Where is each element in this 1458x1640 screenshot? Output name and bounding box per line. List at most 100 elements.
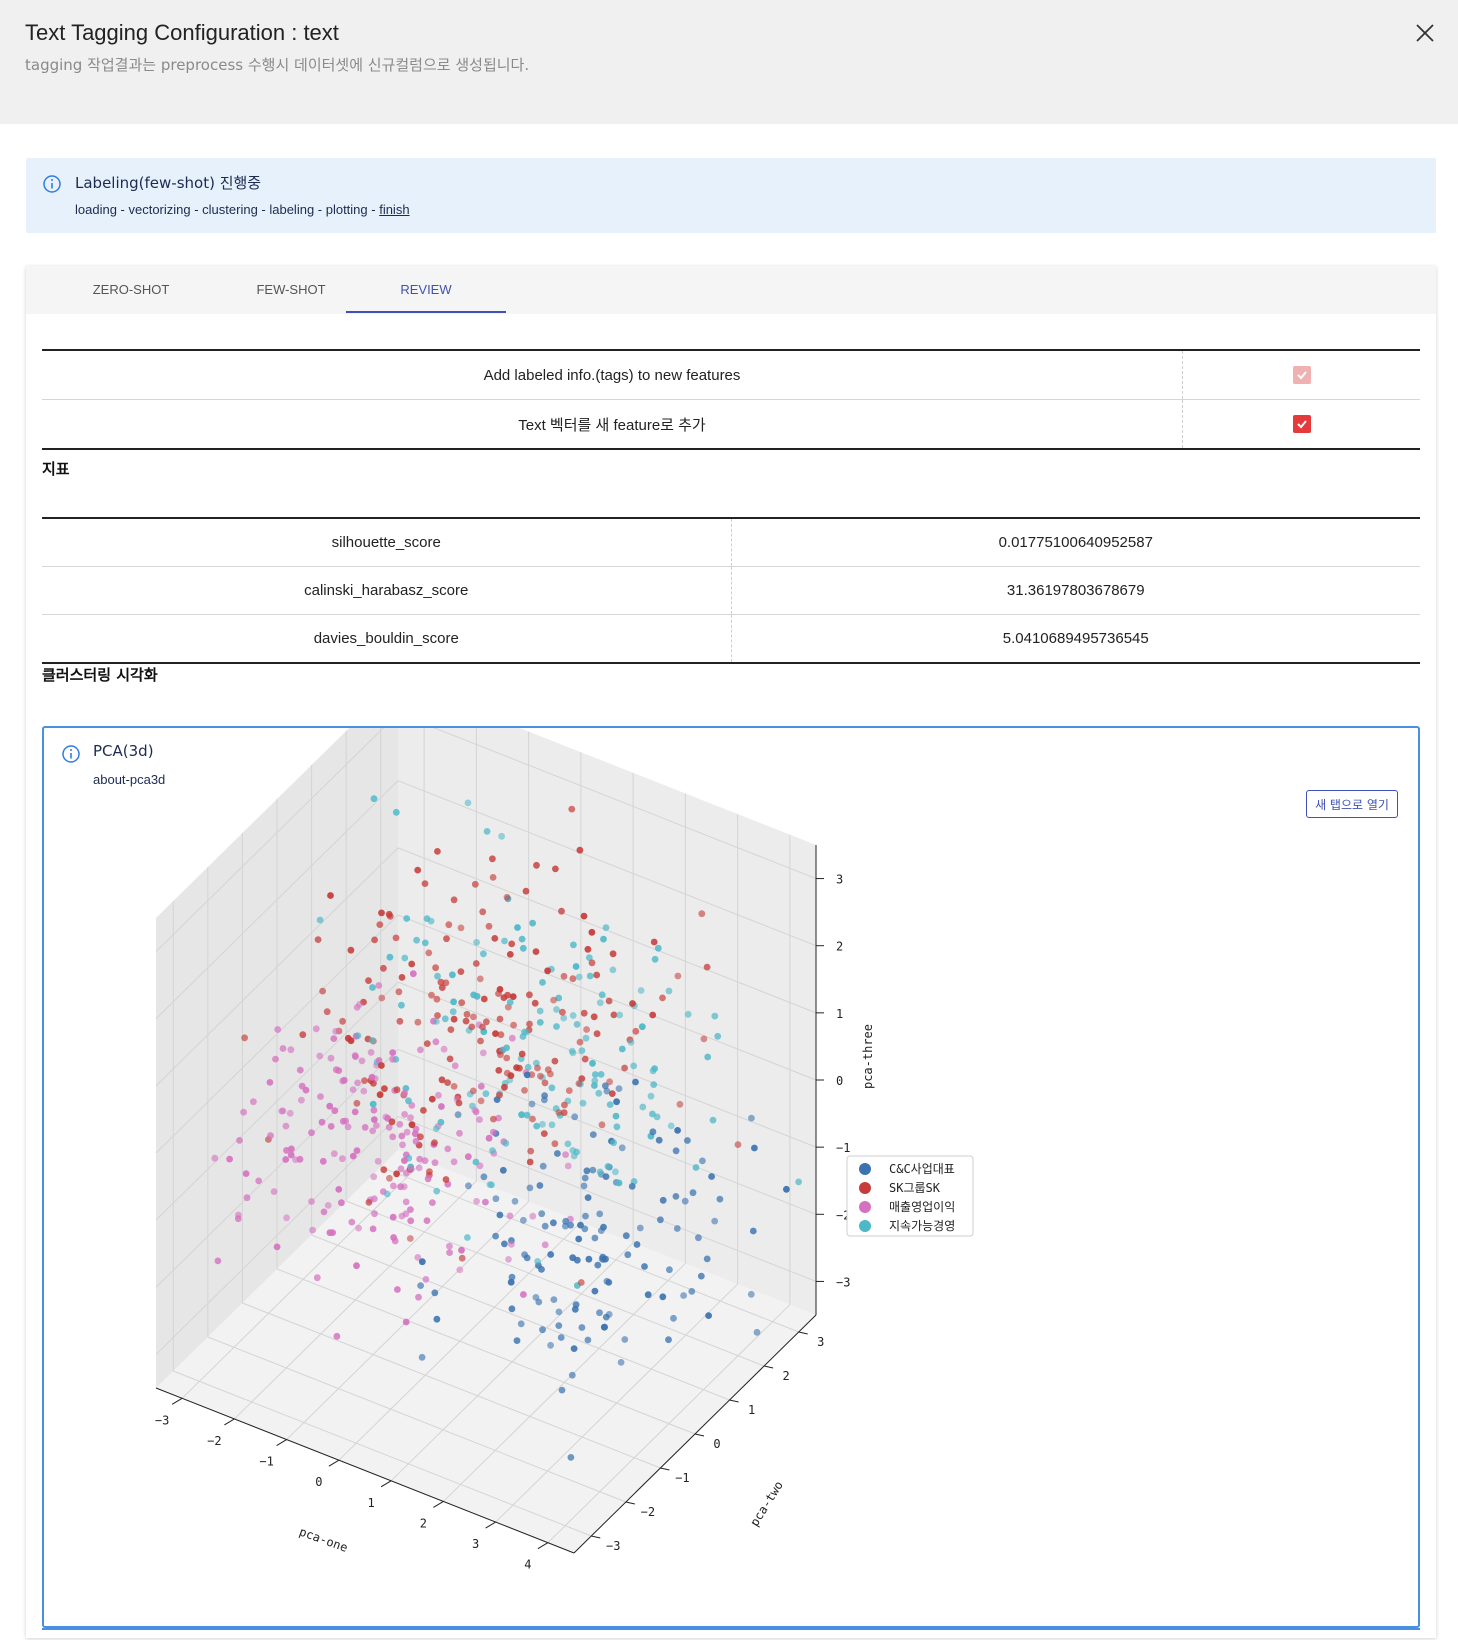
data-point [518,1050,526,1058]
add-tags-checkbox[interactable] [1292,366,1311,385]
data-point [454,1111,462,1119]
x-tick-label: −2 [207,1434,221,1448]
data-point [392,808,400,816]
data-point [391,1237,399,1245]
data-point [591,1287,599,1295]
data-point [541,1222,549,1230]
data-point [235,1211,242,1219]
data-point [418,1258,426,1266]
data-point [320,1208,328,1216]
data-point [403,915,411,922]
data-point [464,1234,471,1241]
metric-name: davies_bouldin_score [42,614,732,663]
data-point [582,1212,589,1220]
data-point [588,959,596,967]
tab-few-shot[interactable]: FEW-SHOT [256,282,326,297]
data-point [638,1023,646,1031]
data-point [354,1032,362,1039]
legend-box [846,1155,974,1237]
close-icon[interactable] [1410,18,1440,48]
data-point [414,1254,422,1261]
tab-zero-shot[interactable]: ZERO-SHOT [92,282,170,297]
data-point [584,945,592,953]
data-point [434,848,441,855]
grid-line [155,1048,399,1288]
data-point [562,1151,569,1158]
data-point [236,1137,243,1144]
data-point [569,975,577,983]
data-point [573,1148,580,1156]
data-point [591,1071,599,1078]
data-point [569,1254,577,1262]
data-point [539,979,546,986]
data-point [667,1122,675,1130]
data-point [536,1007,544,1015]
data-point [609,966,617,974]
data-point [390,1182,397,1190]
data-point [584,1336,592,1344]
data-point [450,1083,458,1090]
data-point [395,988,403,996]
data-point [396,1120,404,1128]
data-point [576,846,584,854]
data-point [370,1195,378,1203]
data-point [577,1221,584,1229]
data-point [795,1178,802,1186]
legend-label: 매출영업이익 [889,1200,955,1214]
data-point [606,1101,614,1108]
data-point [354,1079,361,1087]
data-point [455,1099,463,1107]
close-button[interactable] [1410,18,1440,48]
data-point [628,1183,636,1190]
data-point [368,1073,376,1081]
data-point [428,991,435,999]
data-point [533,861,540,869]
data-point [689,1189,697,1197]
pca-visualization-card: PCA(3d) about-pca3d 새 탭으로 열기 −3 −2 −1 0 1 2 3 4… [42,726,1420,1628]
data-point [610,1011,618,1019]
banner-steps: loading - vectorizing - clustering - lab… [75,202,410,217]
data-point [369,1100,377,1108]
data-point [411,1130,419,1138]
data-point [429,1199,436,1206]
data-point [576,1038,584,1046]
dialog-subtitle: tagging 작업결과는 preprocess 수행시 데이터셋에 신규컬럼으… [25,56,530,74]
data-point [609,950,617,958]
status-banner: Labeling(few-shot) 진행중 loading - vectori… [26,158,1436,233]
data-point [349,1152,357,1160]
data-point [659,994,666,1002]
data-point [627,1039,635,1046]
data-point [615,1085,623,1092]
data-point [347,946,355,954]
data-point [655,1136,663,1144]
data-point [527,1147,535,1155]
data-point [371,936,378,944]
data-point [312,1025,320,1033]
data-point [434,972,441,980]
data-point [709,1116,717,1124]
data-point [641,1263,648,1270]
data-point [365,1199,373,1206]
data-point [456,1129,463,1137]
data-point [479,1049,487,1057]
data-point [490,1115,497,1123]
add-vector-checkbox[interactable] [1292,415,1311,434]
tab-review[interactable]: REVIEW [400,282,452,297]
review-panel: ZERO-SHOT FEW-SHOT REVIEW Add labeled in… [26,266,1436,1638]
data-point [580,1182,588,1190]
data-point [749,1227,757,1235]
grid-line [433,728,817,880]
data-point [473,939,480,946]
data-point [434,1012,441,1019]
data-point [241,1034,249,1042]
legend-label: SK그룹SK [889,1181,941,1195]
data-point [539,1120,546,1128]
data-point [551,1140,559,1148]
data-point [518,1111,525,1119]
open-new-tab-button[interactable]: 새 탭으로 열기 [1306,790,1398,818]
data-point [596,1309,603,1317]
data-point [438,1103,445,1110]
data-point [697,1272,705,1280]
data-point [650,1081,658,1088]
data-point [507,1278,515,1286]
